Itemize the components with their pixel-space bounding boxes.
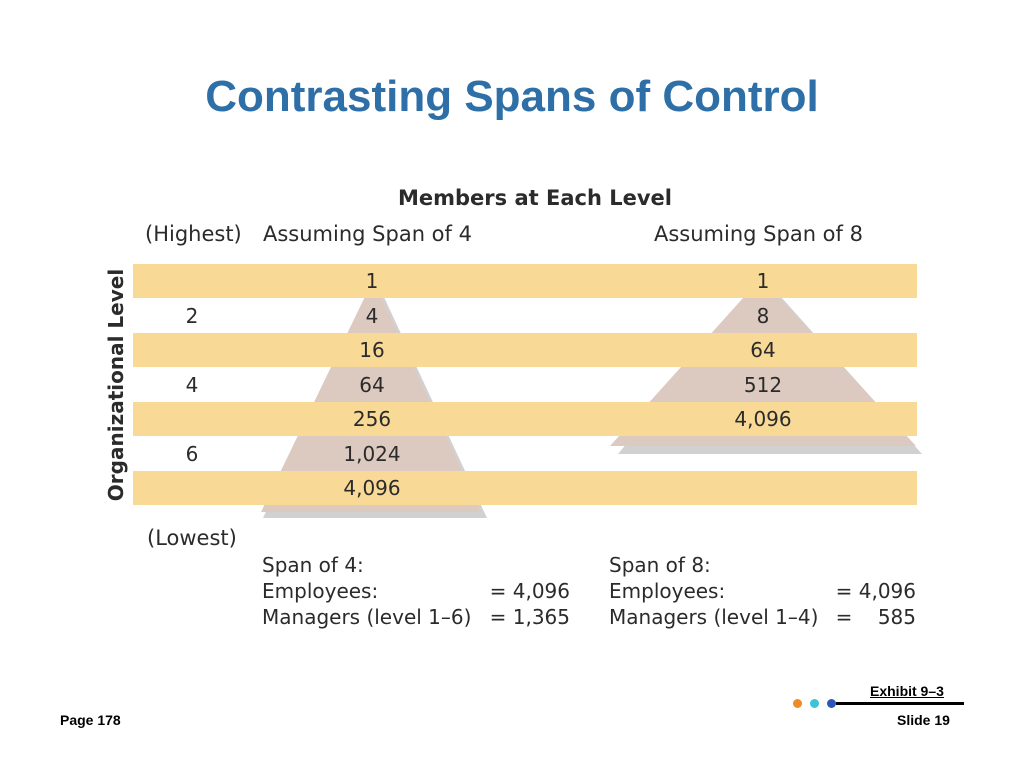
span4-summary-title: Span of 4: xyxy=(262,553,364,577)
span8-level-2-value: 8 xyxy=(756,304,770,328)
span4-managers-label: Managers (level 1–6) xyxy=(262,605,472,629)
span4-managers-value: = 1,365 xyxy=(489,605,570,629)
span8-managers-label: Managers (level 1–4) xyxy=(609,605,819,629)
footer-rule xyxy=(836,702,964,705)
span4-managers-row: Managers (level 1–6) = 1,365 xyxy=(262,604,570,630)
span4-level-6-value: 1,024 xyxy=(343,442,401,466)
span8-level-3-value: 64 xyxy=(750,338,776,362)
span4-level-5-value: 256 xyxy=(352,407,392,431)
span8-summary-title: Span of 8: xyxy=(609,553,711,577)
span4-summary: Span of 4: Employees: = 4,096 Managers (… xyxy=(262,552,570,630)
level-band-1 xyxy=(133,264,917,298)
span8-level-5-value: 4,096 xyxy=(734,407,792,431)
cyan-dot-icon xyxy=(810,699,819,708)
blue-dot-icon xyxy=(827,699,836,708)
span8-level-1-value: 1 xyxy=(756,269,770,293)
orange-dot-icon xyxy=(793,699,802,708)
span8-employees-label: Employees: xyxy=(609,579,726,603)
diagram-heading: Members at Each Level xyxy=(398,186,672,210)
level-band-5 xyxy=(133,402,917,436)
span4-level-2-value: 4 xyxy=(365,304,379,328)
span4-level-4-value: 64 xyxy=(359,373,385,397)
span4-pyramid xyxy=(261,280,487,518)
span8-managers-row: Managers (level 1–4) = 585 xyxy=(609,604,916,630)
span4-employees-row: Employees: = 4,096 xyxy=(262,578,570,604)
span4-level-1-value: 1 xyxy=(365,269,379,293)
lowest-label: (Lowest) xyxy=(147,526,237,550)
page-number: Page 178 xyxy=(60,712,121,728)
span4-level-3-value: 16 xyxy=(359,338,385,362)
slide-number: Slide 19 xyxy=(897,712,950,728)
level-number-4: 4 xyxy=(185,373,199,397)
slide-title: Contrasting Spans of Control xyxy=(205,72,819,121)
span4-employees-value: = 4,096 xyxy=(489,579,570,603)
span8-managers-value: = 585 xyxy=(835,605,916,629)
level-number-6: 6 xyxy=(185,442,199,466)
organizational-level-axis-label: Organizational Level xyxy=(104,268,128,502)
span8-employees-row: Employees: = 4,096 xyxy=(609,578,916,604)
span4-level-7-value: 4,096 xyxy=(343,476,401,500)
level-band-3 xyxy=(133,333,917,367)
span8-level-4-value: 512 xyxy=(743,373,783,397)
level-number-2: 2 xyxy=(185,304,199,328)
span4-employees-label: Employees: xyxy=(262,579,379,603)
level-band-7 xyxy=(133,471,917,505)
span8-summary: Span of 8: Employees: = 4,096 Managers (… xyxy=(609,552,916,630)
span4-header: Assuming Span of 4 xyxy=(263,222,472,246)
span8-employees-value: = 4,096 xyxy=(835,579,916,603)
highest-label: (Highest) xyxy=(145,222,242,246)
exhibit-label: Exhibit 9–3 xyxy=(870,683,944,699)
span8-header: Assuming Span of 8 xyxy=(654,222,863,246)
